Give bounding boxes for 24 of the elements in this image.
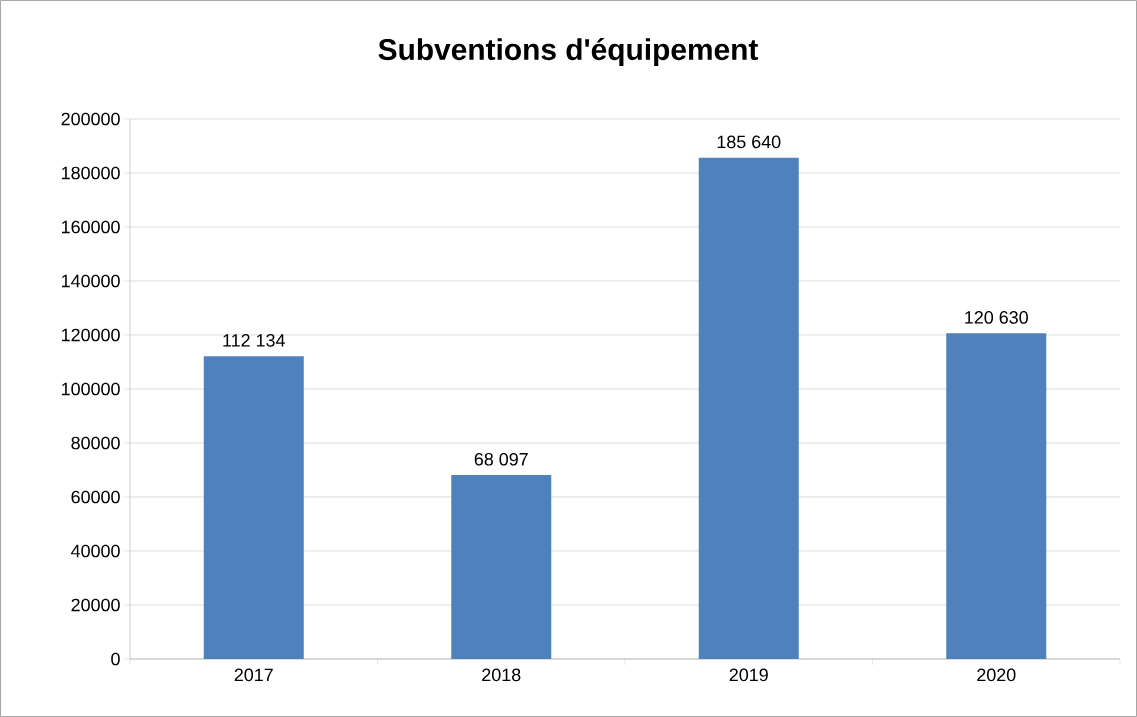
bar bbox=[203, 356, 304, 659]
x-tick-label: 2018 bbox=[482, 668, 521, 682]
data-label: 68 097 bbox=[474, 452, 528, 466]
x-tick-label: 2019 bbox=[729, 668, 768, 682]
y-tick-label: 80000 bbox=[71, 436, 120, 450]
x-tick-label: 2017 bbox=[234, 668, 273, 682]
y-tick-label: 160000 bbox=[62, 220, 120, 234]
y-tick-label: 0 bbox=[111, 652, 120, 666]
y-tick-label: 120000 bbox=[62, 328, 120, 342]
y-tick-label: 40000 bbox=[71, 544, 120, 558]
bar bbox=[698, 157, 799, 659]
data-label: 120 630 bbox=[965, 311, 1028, 324]
y-tick-label: 20000 bbox=[71, 598, 120, 612]
x-tick-label: 2020 bbox=[977, 668, 1016, 682]
chart-title: Subventions d'équipement bbox=[378, 37, 759, 67]
data-label: 112 134 bbox=[223, 334, 285, 347]
bar bbox=[451, 475, 552, 659]
y-tick-label: 140000 bbox=[62, 274, 120, 288]
y-tick-label: 60000 bbox=[71, 490, 120, 504]
data-label: 185 640 bbox=[717, 135, 781, 149]
bar bbox=[946, 333, 1047, 659]
y-tick-label: 100000 bbox=[62, 382, 120, 396]
y-tick-label: 180000 bbox=[62, 166, 120, 180]
y-tick-label: 200000 bbox=[61, 112, 120, 126]
